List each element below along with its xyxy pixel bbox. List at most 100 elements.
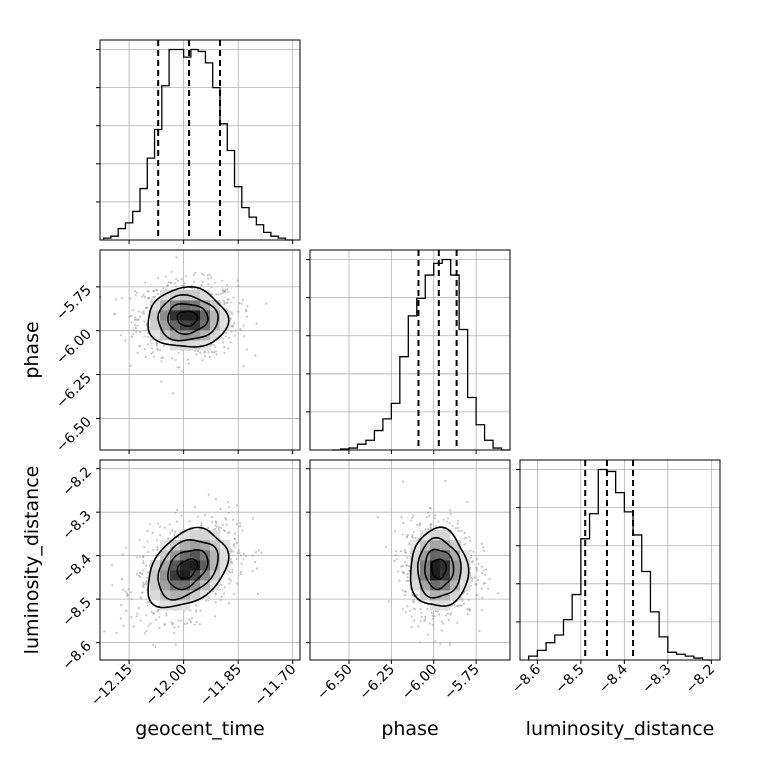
scatter-phase-lum-sample xyxy=(437,610,440,613)
scatter-geocent-lum-sample xyxy=(138,556,141,559)
scatter-geocent-lum-sample xyxy=(125,592,128,595)
scatter-geocent-lum-sample xyxy=(238,551,241,554)
scatter-geocent-phase-sample xyxy=(219,292,222,295)
scatter-phase-lum-sample xyxy=(431,624,434,627)
panels-layer: −8.6 −8.5 −8.4 −8.3 −8.2−5.75−6.00−6.25−6.50… xyxy=(53,39,721,710)
scatter-geocent-lum-density-cell xyxy=(180,560,191,571)
scatter-geocent-lum-sample xyxy=(120,578,123,581)
scatter-geocent-lum-density-cell xyxy=(200,560,211,571)
scatter-phase-lum-sample xyxy=(426,633,429,636)
scatter-phase-lum-sample xyxy=(417,625,420,628)
scatter-geocent-phase-density-cell xyxy=(210,310,221,321)
scatter-geocent-phase-sample xyxy=(223,290,226,294)
scatter-phase-lum-sample xyxy=(423,619,426,623)
scatter-geocent-phase-sample xyxy=(210,351,214,354)
scatter-geocent-phase-sample xyxy=(130,321,133,324)
scatter-phase-lum-xtick-label-0: −6.50 xyxy=(314,662,356,704)
scatter-geocent-phase-sample xyxy=(183,282,187,285)
scatter-geocent-lum-sample xyxy=(195,621,198,624)
scatter-phase-lum-sample xyxy=(447,618,450,622)
scatter-geocent-lum-sample xyxy=(171,529,174,532)
scatter-geocent-lum-sample xyxy=(193,505,196,509)
scatter-geocent-phase-sample xyxy=(174,282,177,285)
scatter-geocent-phase-sample xyxy=(130,335,133,338)
scatter-geocent-phase-density-cell xyxy=(190,330,201,341)
scatter-geocent-lum-sample xyxy=(121,553,124,556)
scatter-phase-lum-contour-0 xyxy=(430,558,448,580)
scatter-geocent-phase-sample xyxy=(208,273,211,277)
scatter-geocent-phase-sample xyxy=(170,270,173,273)
scatter-phase-lum-sample xyxy=(481,565,484,568)
scatter-phase-lum-sample xyxy=(401,589,404,592)
scatter-geocent-phase-sample xyxy=(130,314,133,317)
scatter-geocent-lum-sample xyxy=(242,558,245,561)
scatter-geocent-lum-sample xyxy=(142,586,145,589)
scatter-geocent-phase-sample xyxy=(245,315,248,318)
scatter-geocent-lum-sample xyxy=(119,617,122,620)
scatter-phase-lum-sample xyxy=(440,629,443,632)
scatter-geocent-lum-sample xyxy=(111,584,114,587)
scatter-geocent-phase-sample xyxy=(215,293,218,296)
scatter-geocent-lum-sample xyxy=(185,622,189,625)
scatter-geocent-phase-ytick-label-1: −6.00 xyxy=(53,326,95,368)
scatter-geocent-phase-sample xyxy=(134,294,137,297)
scatter-geocent-phase-sample xyxy=(124,339,127,342)
hist-geocent-step xyxy=(102,48,293,241)
scatter-geocent-lum-sample xyxy=(152,643,155,647)
scatter-geocent-lum-sample xyxy=(157,522,160,525)
scatter-geocent-lum-sample xyxy=(239,525,242,528)
scatter-geocent-phase-sample xyxy=(137,318,140,321)
scatter-phase-lum-sample xyxy=(393,559,396,563)
scatter-phase-lum-sample xyxy=(431,617,435,620)
scatter-phase-lum-sample xyxy=(405,564,408,567)
scatter-geocent-phase-density-cell xyxy=(190,310,201,321)
scatter-geocent-phase-density-cell xyxy=(150,330,161,341)
scatter-phase-lum-sample xyxy=(426,607,429,611)
scatter-phase-lum-density-cell xyxy=(450,550,461,561)
scatter-phase-lum-sample xyxy=(450,612,453,615)
scatter-geocent-phase-sample xyxy=(222,341,225,344)
scatter-geocent-phase-sample xyxy=(194,271,197,274)
scatter-phase-lum-sample xyxy=(468,607,471,611)
scatter-geocent-lum-sample xyxy=(125,609,128,612)
scatter-phase-lum-density-cell xyxy=(450,570,461,581)
scatter-geocent-lum-sample xyxy=(214,498,217,501)
scatter-geocent-phase-sample xyxy=(234,329,237,332)
scatter-phase-lum-contour-3 xyxy=(409,526,470,607)
scatter-phase-lum-sample xyxy=(456,522,459,525)
scatter-phase-lum-sample xyxy=(460,529,463,532)
scatter-geocent-lum-sample xyxy=(254,561,257,564)
scatter-geocent-phase-sample xyxy=(120,334,123,337)
scatter-phase-lum-density-cell xyxy=(410,550,421,561)
scatter-geocent-lum-sample xyxy=(210,516,213,519)
scatter-geocent-phase-sample xyxy=(181,370,184,373)
scatter-phase-lum-sample xyxy=(394,529,397,533)
scatter-geocent-phase-sample xyxy=(233,321,236,324)
scatter-phase-lum-sample xyxy=(412,531,416,534)
scatter-geocent-phase-sample xyxy=(206,274,209,277)
scatter-geocent-lum-sample xyxy=(137,606,140,610)
scatter-geocent-lum-sample xyxy=(142,569,145,572)
scatter-geocent-lum-sample xyxy=(236,582,239,585)
scatter-geocent-lum-density-cell xyxy=(170,550,181,561)
hist-phase-step xyxy=(332,258,510,451)
scatter-geocent-phase-density-cell xyxy=(160,300,171,311)
scatter-geocent-lum-sample xyxy=(217,528,220,531)
scatter-geocent-lum-sample xyxy=(194,604,197,607)
scatter-geocent-phase-sample xyxy=(223,346,226,349)
scatter-phase-lum-sample xyxy=(403,590,406,593)
scatter-geocent-lum-sample xyxy=(220,595,223,598)
scatter-geocent-phase-sample xyxy=(210,286,213,289)
scatter-geocent-lum-sample xyxy=(140,597,143,600)
scatter-geocent-phase-sample xyxy=(223,351,226,354)
scatter-geocent-phase-sample xyxy=(265,302,268,305)
scatter-geocent-lum-sample xyxy=(199,609,202,612)
scatter-geocent-phase-density-cell xyxy=(170,320,181,331)
scatter-phase-lum-sample xyxy=(437,613,441,616)
scatter-geocent-lum-xtick-label-0: −12.15 xyxy=(88,662,136,710)
scatter-geocent-phase-sample xyxy=(143,348,147,351)
scatter-phase-lum-sample xyxy=(475,566,478,569)
scatter-phase-lum-sample xyxy=(394,550,398,553)
scatter-geocent-lum-density-cell xyxy=(180,550,191,561)
scatter-phase-lum-sample xyxy=(434,640,437,643)
